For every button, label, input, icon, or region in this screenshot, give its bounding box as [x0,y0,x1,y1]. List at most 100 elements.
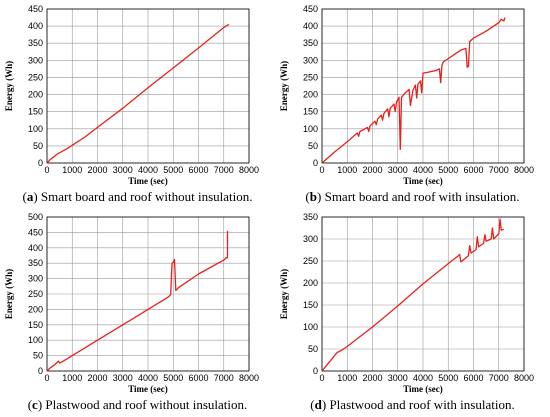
y-tick-label-b-1: 50 [308,141,318,151]
y-tick-label-b-4: 200 [303,90,318,100]
x-tick-label-d-8: 8000 [514,373,534,383]
x-axis-label-d: Time (sec) [403,384,443,394]
x-tick-label-b-7: 7000 [489,165,509,175]
y-tick-label-c-1: 50 [33,351,43,361]
y-tick-label-c-9: 450 [28,227,43,237]
y-tick-label-a-0: 0 [38,158,43,168]
y-tick-label-c-5: 250 [28,289,43,299]
y-tick-label-d-1: 50 [308,344,318,354]
y-tick-label-a-1: 50 [33,141,43,151]
caption-a-label: a [26,189,34,204]
x-tick-label-c-0: 0 [44,373,49,383]
y-tick-label-b-9: 450 [303,4,318,14]
y-axis-label-a: Energy (Wh) [4,61,14,111]
y-tick-label-a-3: 150 [28,107,43,117]
x-tick-label-c-6: 6000 [188,373,208,383]
series-line-a-0 [46,23,230,164]
plot-frame-d [321,216,525,372]
x-tick-label-a-5: 5000 [163,165,183,175]
x-tick-label-b-1: 1000 [337,165,357,175]
panel-d: 0 1000 2000 3000 4000 5000 6000 7000 8000 0 50 100 1… [275,208,550,416]
x-axis-label-b: Time (sec) [403,176,443,186]
caption-d: (d) Plastwood and roof with insulation. [310,397,515,412]
panel-a: 0 1000 2000 3000 4000 5000 6000 7000 8000 0 50 100 1… [0,0,275,208]
y-tick-label-c-6: 300 [28,274,43,284]
x-tick-label-d-4: 4000 [413,373,433,383]
x-tick-label-c-5: 5000 [163,373,183,383]
chart-a: 0 1000 2000 3000 4000 5000 6000 7000 8000 0 50 100 1… [4,4,259,186]
y-tick-label-c-8: 400 [28,243,43,253]
y-tick-label-a-9: 450 [28,4,43,14]
x-tick-label-b-5: 5000 [438,165,458,175]
x-tick-label-c-8: 8000 [239,373,259,383]
y-tick-label-c-2: 100 [28,335,43,345]
series-line-d-0 [321,218,505,372]
y-tick-label-d-6: 300 [303,234,318,244]
y-tick-label-a-4: 200 [28,90,43,100]
y-tick-label-b-8: 400 [303,21,318,31]
y-tick-label-b-3: 150 [303,107,318,117]
y-tick-label-d-3: 150 [303,300,318,310]
plot-frame-c [46,216,250,372]
y-tick-label-c-4: 200 [28,304,43,314]
y-tick-label-a-8: 400 [28,21,43,31]
x-tick-label-d-7: 7000 [489,373,509,383]
y-axis-label-d: Energy (Wh) [279,269,289,319]
y-tick-label-a-6: 300 [28,55,43,65]
x-tick-label-d-1: 1000 [337,373,357,383]
caption-b: (b) Smart board and roof with insulation… [305,189,520,204]
caption-c: (c) Plastwood and roof without insulatio… [27,397,248,412]
x-tick-label-b-0: 0 [319,165,324,175]
x-tick-label-b-6: 6000 [463,165,483,175]
y-tick-label-b-6: 300 [303,55,318,65]
y-tick-label-c-7: 350 [28,258,43,268]
y-tick-label-c-0: 0 [38,366,43,376]
x-tick-label-d-5: 5000 [438,373,458,383]
y-tick-label-c-10: 500 [28,212,43,222]
caption-a-text: Smart board and roof without insulation. [40,189,253,204]
caption-a: (a) Smart board and roof without insulat… [22,189,253,204]
chart-b: 0 1000 2000 3000 4000 5000 6000 7000 8000 0 50 100 1… [279,4,534,186]
y-tick-label-c-3: 150 [28,320,43,330]
y-tick-label-a-5: 250 [28,72,43,82]
x-tick-label-b-4: 4000 [413,165,433,175]
x-axis-label-a: Time (sec) [128,176,168,186]
caption-d-label: d [314,397,322,412]
x-tick-label-d-2: 2000 [362,373,382,383]
plot-frame-a [46,8,250,164]
x-tick-label-c-3: 3000 [113,373,133,383]
y-tick-label-b-5: 250 [303,72,318,82]
y-tick-label-b-7: 350 [303,38,318,48]
y-tick-label-a-2: 100 [28,124,43,134]
y-tick-label-d-0: 0 [313,366,318,376]
x-tick-label-a-7: 7000 [214,165,234,175]
x-tick-label-a-3: 3000 [113,165,133,175]
x-tick-label-b-2: 2000 [362,165,382,175]
x-tick-label-b-3: 3000 [388,165,408,175]
x-tick-label-a-1: 1000 [62,165,82,175]
chart-c: 0 1000 2000 3000 4000 5000 6000 7000 8000 0 50 100 1… [4,212,259,394]
x-tick-label-d-6: 6000 [463,373,483,383]
series-line-b-0 [321,17,506,164]
caption-b-label: b [309,189,317,204]
caption-d-text: Plastwood and roof with insulation. [329,397,515,412]
x-tick-label-c-1: 1000 [62,373,82,383]
y-tick-label-d-4: 200 [303,278,318,288]
x-tick-label-a-2: 2000 [87,165,107,175]
caption-c-label: c [32,397,38,412]
y-tick-label-b-2: 100 [303,124,318,134]
x-axis-label-c: Time (sec) [128,384,168,394]
x-tick-label-c-2: 2000 [87,373,107,383]
x-tick-label-a-0: 0 [44,165,49,175]
x-tick-label-b-8: 8000 [514,165,534,175]
x-tick-label-d-3: 3000 [388,373,408,383]
x-tick-label-d-0: 0 [319,373,324,383]
y-tick-label-d-7: 350 [303,212,318,222]
x-tick-label-a-4: 4000 [138,165,158,175]
y-axis-label-c: Energy (Wh) [4,269,14,319]
panel-c: 0 1000 2000 3000 4000 5000 6000 7000 8000 0 50 100 1… [0,208,275,416]
y-axis-label-b: Energy (Wh) [279,61,289,111]
x-tick-label-c-7: 7000 [214,373,234,383]
caption-c-text: Plastwood and roof without insulation. [45,397,248,412]
